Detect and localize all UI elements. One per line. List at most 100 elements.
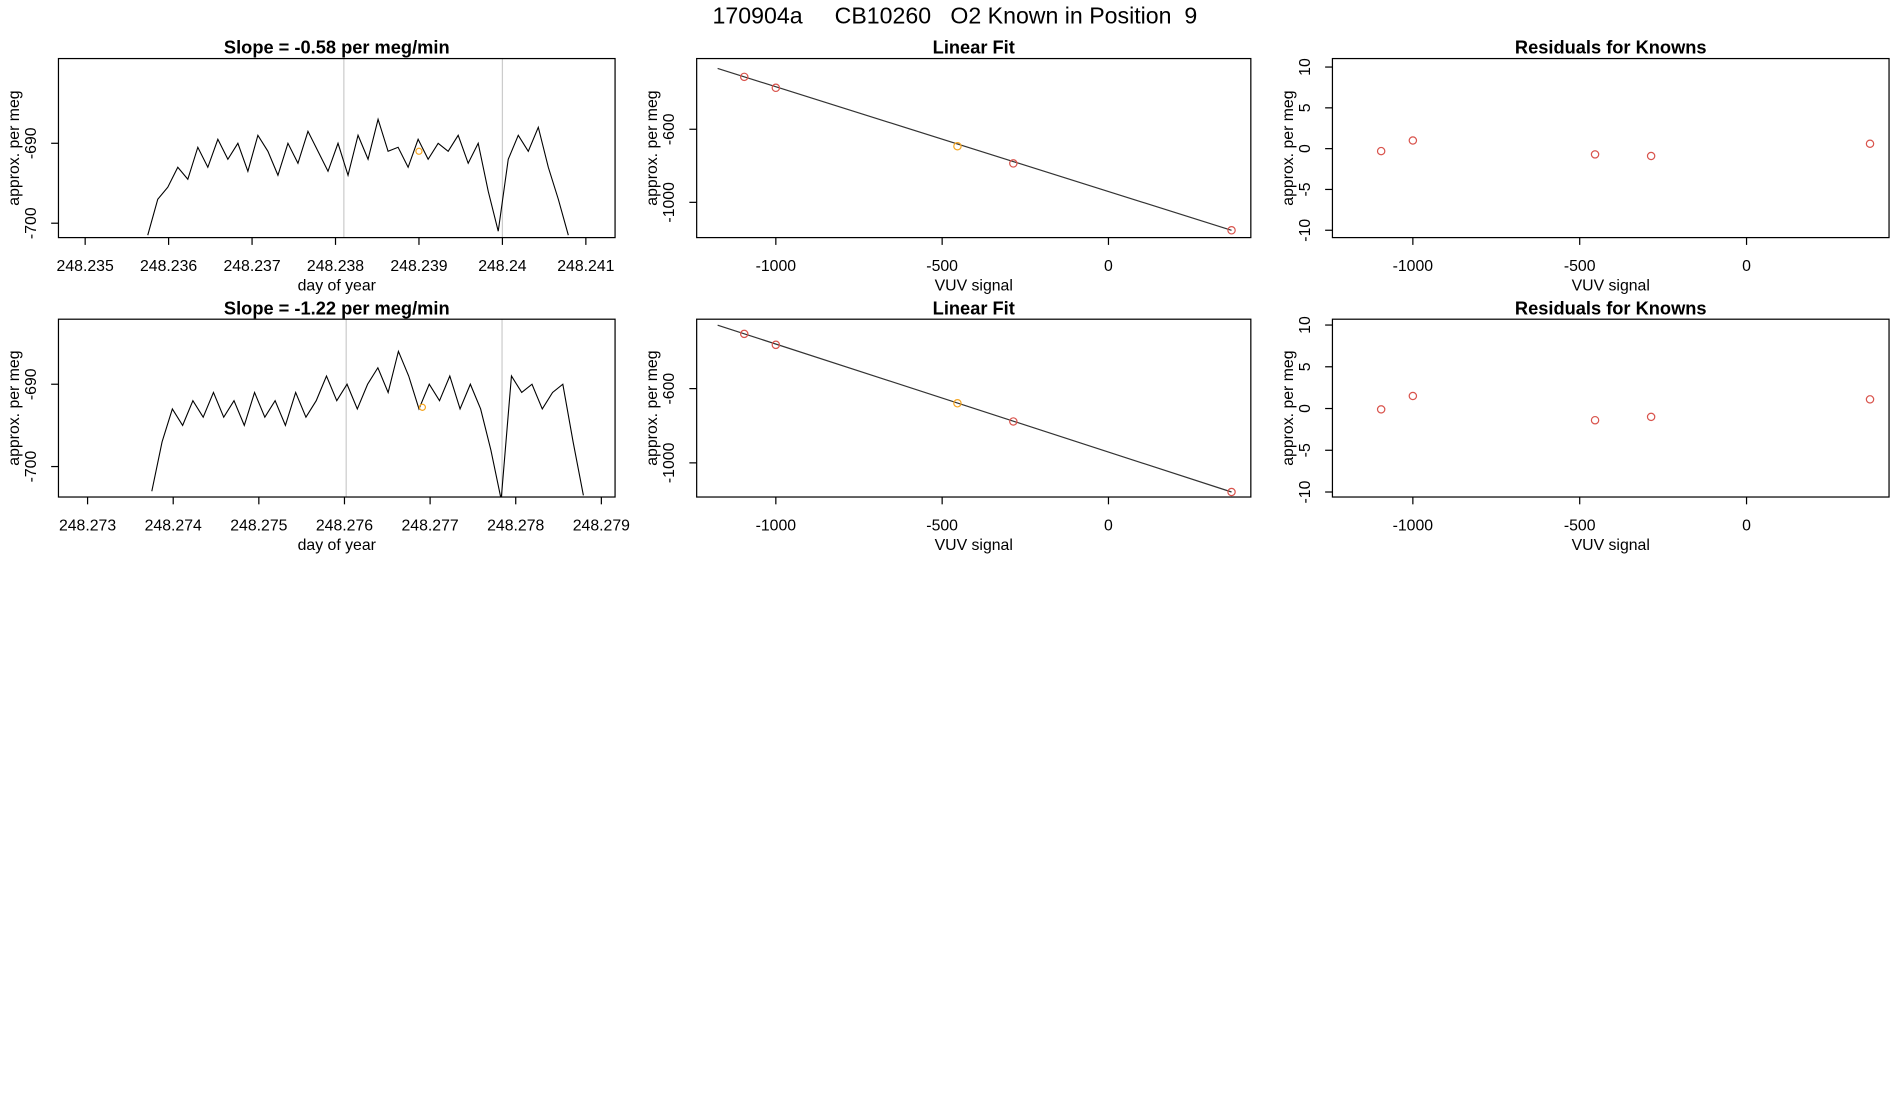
x-tick-label: 248.277 — [401, 517, 458, 534]
highlight-point — [415, 147, 423, 155]
x-axis-label: VUV signal — [1572, 537, 1650, 554]
x-tick-label: -500 — [926, 517, 958, 534]
x-tick-label: -1000 — [756, 258, 797, 275]
point — [1009, 159, 1018, 168]
x-axis-label: VUV signal — [935, 537, 1013, 554]
y-tick-label: 5 — [1297, 103, 1314, 112]
point — [1646, 151, 1656, 161]
plot-frame — [1331, 318, 1890, 498]
y-axis-label: approx. per meg — [1280, 90, 1297, 205]
y-tick-label: 0 — [1297, 404, 1314, 413]
y-axis-label: approx. per meg — [1280, 350, 1297, 465]
point — [1590, 415, 1600, 425]
x-tick-label: 248.239 — [390, 258, 447, 275]
point — [771, 340, 781, 350]
x-tick-label: 248.241 — [557, 258, 614, 275]
x-tick-label: -1000 — [756, 517, 797, 534]
point — [1865, 395, 1875, 404]
chart-title: Residuals for Knowns — [1515, 297, 1707, 318]
plot-area — [1376, 136, 1875, 161]
x-tick-label: -500 — [1564, 517, 1596, 534]
main-title: 170904a CB10260 O2 Known in Position 9 — [713, 2, 1198, 28]
chart-title: Linear Fit — [933, 37, 1015, 58]
y-tick-label: 10 — [1297, 316, 1314, 334]
point — [1376, 146, 1386, 156]
y-tick-label: -700 — [23, 207, 40, 239]
x-tick-label: 248.24 — [478, 258, 527, 275]
x-tick-label: 248.279 — [573, 517, 630, 534]
plot-area — [1376, 391, 1875, 425]
point — [1408, 136, 1418, 145]
y-tick-label: -1000 — [661, 182, 678, 223]
x-tick-label: 248.237 — [223, 258, 280, 275]
fit-line — [717, 67, 1232, 231]
x-tick-label: 248.274 — [145, 517, 202, 534]
x-tick-label: 248.236 — [140, 258, 197, 275]
x-axis-label: VUV signal — [935, 278, 1013, 295]
x-axis-label: VUV signal — [1572, 278, 1650, 295]
y-tick-label: -690 — [23, 127, 40, 159]
plot-frame — [57, 57, 616, 239]
plot-frame — [696, 318, 1252, 498]
chart-title: Residuals for Knowns — [1515, 37, 1707, 58]
y-tick-label: -700 — [23, 451, 40, 483]
point — [953, 141, 962, 151]
y-tick-label: -1000 — [661, 442, 678, 483]
point — [1408, 391, 1418, 401]
x-tick-label: 0 — [1742, 517, 1751, 534]
plot-area — [147, 58, 569, 238]
plot-frame — [1331, 57, 1890, 239]
x-tick-label: 248.238 — [307, 258, 364, 275]
highlight-point — [418, 403, 427, 411]
point — [771, 83, 781, 93]
point — [1646, 412, 1656, 422]
point — [1376, 405, 1386, 414]
plot-area — [151, 319, 584, 498]
x-axis-label: day of year — [298, 537, 377, 554]
x-tick-label: -500 — [1564, 258, 1596, 275]
y-tick-label: -600 — [661, 373, 678, 405]
data-line — [147, 117, 569, 236]
data-line — [151, 349, 584, 498]
point — [1865, 139, 1875, 149]
x-tick-label: 248.278 — [487, 517, 544, 534]
plot-frame — [696, 57, 1252, 239]
y-tick-label: -10 — [1297, 219, 1314, 242]
x-tick-label: -1000 — [1393, 258, 1434, 275]
x-tick-label: -1000 — [1393, 517, 1434, 534]
x-tick-label: 248.235 — [57, 258, 114, 275]
plot-area — [717, 67, 1236, 235]
x-tick-label: 248.275 — [230, 517, 287, 534]
point — [1009, 417, 1018, 426]
x-tick-label: 248.273 — [59, 517, 116, 534]
y-axis-label: approx. per meg — [644, 350, 661, 465]
plot-frame — [57, 318, 616, 498]
x-tick-label: 0 — [1104, 258, 1113, 275]
chart-title: Slope = -1.22 per meg/min — [224, 297, 450, 318]
x-axis-label: day of year — [298, 278, 377, 295]
x-tick-label: 0 — [1742, 258, 1751, 275]
y-tick-label: 5 — [1297, 362, 1314, 371]
chart-title: Slope = -0.58 per meg/min — [224, 37, 450, 58]
y-tick-label: -5 — [1297, 443, 1314, 457]
point — [739, 72, 749, 82]
y-tick-label: 0 — [1297, 144, 1314, 153]
fit-line — [717, 324, 1232, 493]
y-axis-label: approx. per meg — [6, 90, 23, 205]
y-tick-label: -690 — [23, 368, 40, 400]
point — [739, 329, 749, 339]
point — [1227, 226, 1236, 235]
point — [953, 399, 962, 408]
point — [1590, 150, 1600, 159]
y-tick-label: -600 — [661, 113, 678, 145]
x-tick-label: 248.276 — [316, 517, 373, 534]
y-axis-label: approx. per meg — [644, 90, 661, 205]
point — [1227, 487, 1236, 497]
y-tick-label: 10 — [1297, 58, 1314, 76]
y-tick-label: -10 — [1297, 480, 1314, 503]
x-tick-label: 0 — [1104, 517, 1113, 534]
chart-title: Linear Fit — [933, 297, 1015, 318]
y-axis-label: approx. per meg — [6, 350, 23, 465]
